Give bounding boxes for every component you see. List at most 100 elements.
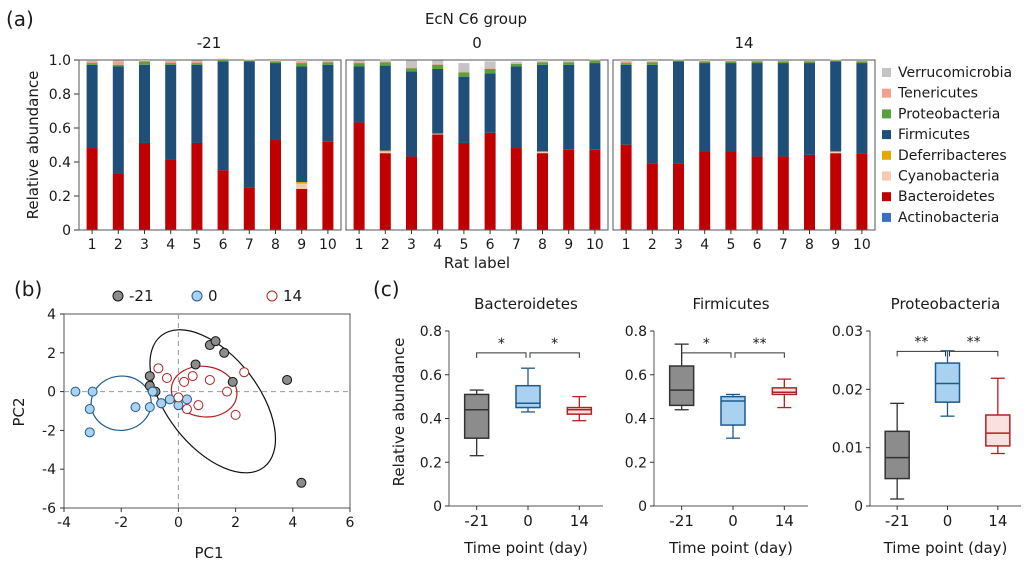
- chart-a-bar-segment: [620, 144, 632, 230]
- chart-b-point: [130, 402, 141, 413]
- chart-a-bar-segment: [86, 148, 98, 230]
- chart-b-point: [222, 386, 233, 397]
- chart-a-bar-segment: [217, 58, 229, 60]
- chart-a-legend: Verrucomicrobia Tenericutes Proteobacteria…: [882, 65, 1012, 226]
- chart-a-bar-segment: [725, 229, 737, 231]
- chart-a-bar-segment: [484, 61, 496, 69]
- chart-c-significance-bracket: [681, 352, 732, 358]
- chart-b-point: [87, 386, 98, 397]
- chart-a-bar-segment: [856, 60, 868, 62]
- chart-a-bar-segment: [777, 63, 789, 157]
- chart-a-bar-segment: [432, 60, 444, 64]
- chart-a-bar-segment: [112, 61, 124, 65]
- chart-a-bar-segment: [86, 60, 98, 62]
- chart-c-ylabel: Relative abundance: [390, 338, 408, 487]
- chart-a-bar-segment: [699, 60, 711, 62]
- chart-b-legend-label: -21: [129, 287, 154, 305]
- panel-label-c: (c): [373, 277, 400, 301]
- chart-c-ytick-label: 0.4: [420, 412, 442, 428]
- chart-c-box: [515, 384, 541, 409]
- chart-c-significance-label: **: [753, 336, 767, 352]
- chart-a-bar-segment: [191, 229, 203, 231]
- chart-a-bar-segment: [589, 59, 601, 60]
- chart-a-bar-segment: [191, 63, 203, 65]
- chart-c-xtick-label: 0: [728, 512, 738, 530]
- chart-a-xtick-label: 2: [648, 237, 657, 253]
- chart-b-point: [181, 404, 192, 415]
- chart-c-xlabel: Time point (day): [463, 539, 588, 557]
- chart-a-bar-segment: [296, 66, 308, 183]
- chart-a-bar-segment: [296, 188, 308, 230]
- chart-a-xtick-label: 6: [486, 237, 495, 253]
- chart-c-significance-label: *: [551, 336, 558, 352]
- chart-a-xtick-label: 9: [564, 237, 573, 253]
- chart-c-box: [884, 430, 910, 480]
- chart-a-bar-segment: [217, 170, 229, 230]
- chart-b-point: [164, 394, 175, 405]
- chart-c-significance-label: *: [498, 336, 505, 352]
- chart-b-xtick-label: -4: [57, 515, 71, 531]
- chart-b-ytick-label: -4: [42, 462, 56, 478]
- chart-a-bar-segment: [165, 61, 177, 64]
- chart-a-bar-segment: [777, 156, 789, 230]
- chart-a-bar-segment: [296, 63, 308, 67]
- chart-b-point: [70, 386, 81, 397]
- chart-c-significance-bracket: [529, 352, 580, 358]
- chart-a-bar-segment: [353, 62, 365, 64]
- chart-a-bar-segment: [563, 149, 575, 230]
- chart-c-ytick-label: 0: [433, 499, 442, 515]
- chart-c-ytick-label: 0.8: [625, 324, 647, 340]
- chart-a-legend-label: Proteobacteria: [898, 106, 1000, 122]
- chart-a-bar-segment: [322, 229, 334, 231]
- chart-c-ytick-label: 0.03: [832, 324, 863, 340]
- chart-c-xtick-label: 0: [523, 512, 533, 530]
- chart-a-bar-segment: [138, 60, 151, 62]
- chart-a-bar-segment: [751, 63, 763, 157]
- chart-a-bar-segment: [432, 134, 444, 230]
- chart-a-bar-segment: [484, 73, 496, 133]
- chart-a-bar-segment: [138, 64, 151, 143]
- chart-c-xtick-label: -21: [885, 512, 910, 530]
- chart-a-bar-segment: [510, 66, 522, 149]
- chart-a-bar-segment: [191, 142, 203, 230]
- chart-a-bar-segment: [725, 63, 737, 152]
- chart-a-bar-segment: [725, 60, 737, 62]
- chart-c-significance-bracket: [949, 350, 999, 357]
- chart-a-bar-segment: [563, 64, 575, 150]
- chart-a-bar-segment: [646, 64, 658, 164]
- chart-a-bar-segment: [672, 60, 685, 61]
- chart-b-point: [204, 374, 215, 385]
- chart-a-bar-segment: [830, 61, 842, 152]
- chart-a-bar-segment: [458, 72, 470, 77]
- chart-b-point: [84, 427, 95, 438]
- chart-a-bar-segment: [243, 59, 255, 60]
- chart-a-bar-segment: [405, 67, 418, 69]
- chart-a-ytick-label: 0.4: [49, 155, 71, 171]
- chart-b-point: [190, 359, 201, 370]
- chart-a-bar-segment: [296, 182, 308, 184]
- chart-a-bar-segment: [620, 63, 632, 65]
- chart-a-bar-segment: [353, 63, 365, 67]
- chart-c-significance-label: **: [914, 334, 928, 350]
- chart-c-xtick-label: 14: [570, 512, 589, 530]
- chart-a-xtick-label: 4: [700, 237, 709, 253]
- chart-a-bar-segment: [191, 61, 203, 64]
- chart-b-point: [84, 404, 95, 415]
- chart-a-legend-swatch: [882, 130, 891, 140]
- chart-b-ytick-label: -6: [42, 501, 56, 517]
- chart-a-legend-label: Cyanobacteria: [898, 169, 1000, 185]
- chart-b-xtick-label: 0: [174, 515, 183, 531]
- chart-a-bar-segment: [432, 64, 444, 70]
- chart-a-bar-segment: [699, 61, 711, 64]
- chart-b-point: [144, 371, 155, 382]
- chart-a-xtick-label: 9: [297, 237, 306, 253]
- chart-a-legend-label: Actinobacteria: [898, 210, 999, 226]
- chart-a-bar-segment: [86, 61, 98, 64]
- chart-a-ytick-label: 0.8: [49, 87, 71, 103]
- chart-b-point: [282, 374, 293, 385]
- chart-c-box: [566, 406, 593, 415]
- chart-a-ytick-label: 0.2: [49, 189, 71, 205]
- chart-a-bar-segment: [856, 63, 868, 154]
- chart-a-ylabel: Relative abundance: [24, 71, 42, 220]
- chart-a-bar-segment: [672, 59, 685, 61]
